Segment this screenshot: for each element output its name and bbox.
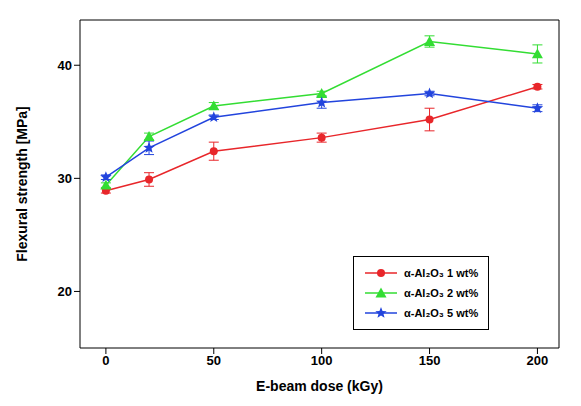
svg-text:20: 20 (58, 284, 72, 299)
svg-text:30: 30 (58, 171, 72, 186)
svg-text:40: 40 (58, 58, 72, 73)
svg-text:0: 0 (102, 353, 109, 368)
svg-text:Flexural strength [MPa]: Flexural strength [MPa] (14, 106, 30, 262)
svg-text:150: 150 (419, 353, 441, 368)
html-text:α-Al₂O₃ 1 wt%: α-Al₂O₃ 1 wt% (404, 267, 479, 279)
svg-text:50: 50 (207, 353, 221, 368)
svg-text:200: 200 (527, 353, 549, 368)
html-text:α-Al₂O₃ 2 wt%: α-Al₂O₃ 2 wt% (404, 287, 479, 299)
html-text:α-Al₂O₃ 5 wt%: α-Al₂O₃ 5 wt% (404, 307, 479, 319)
svg-text:E-beam dose (kGy): E-beam dose (kGy) (256, 378, 383, 394)
svg-text:100: 100 (311, 353, 333, 368)
